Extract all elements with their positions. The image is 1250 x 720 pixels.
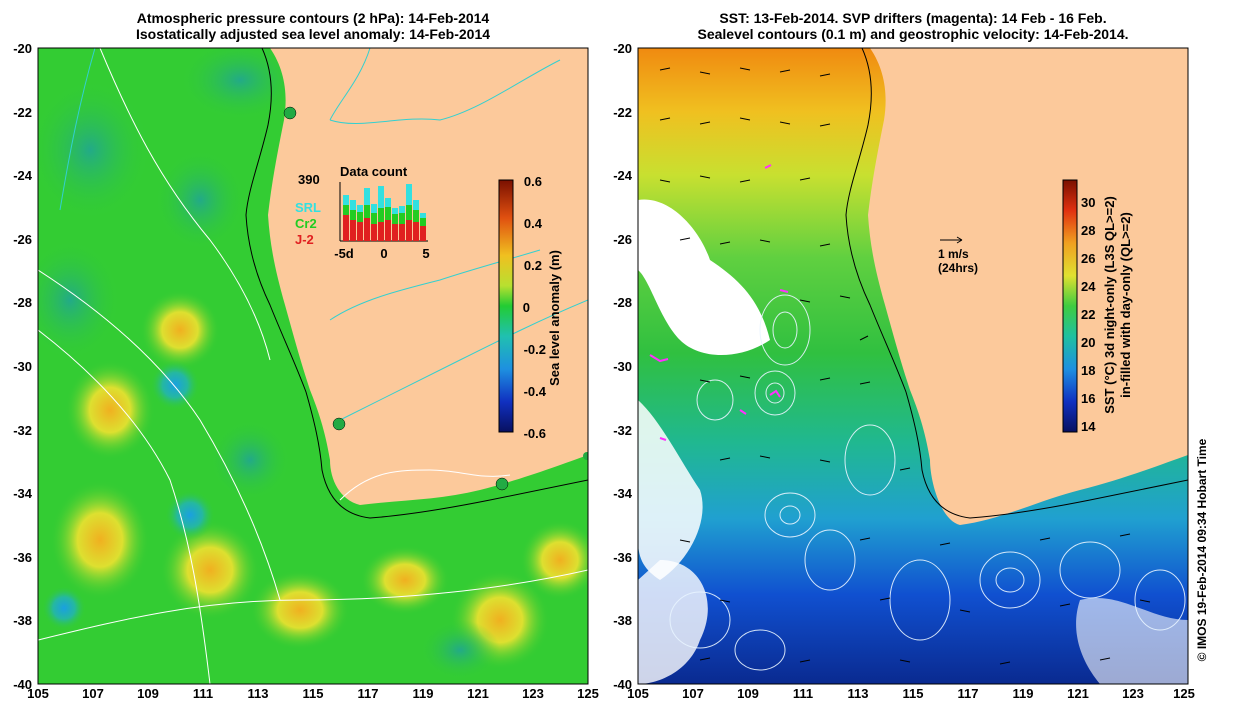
colorbar-tick: -0.2 — [524, 342, 546, 357]
x-tick-label: 115 — [303, 686, 324, 701]
x-tick-label: 113 — [848, 686, 869, 701]
right-x-axis: 105 107 109 111 113 115 117 119 121 123 … — [627, 686, 1195, 701]
x-tick-label: 111 — [793, 686, 813, 701]
y-tick-label: -34 — [13, 486, 33, 501]
y-tick-label: -38 — [13, 613, 32, 628]
colorbar-tick: 28 — [1081, 223, 1095, 238]
x-tick-label: 109 — [737, 686, 759, 701]
right-title-line1: SST: 13-Feb-2014. SVP drifters (magenta)… — [719, 10, 1107, 26]
colorbar-tick: 0 — [523, 300, 530, 315]
y-tick-label: -20 — [13, 41, 32, 56]
y-tick-label: -24 — [13, 168, 33, 183]
legend-cr2: Cr2 — [295, 216, 317, 231]
y-tick-label: -24 — [613, 168, 633, 183]
x-tick-label: 105 — [27, 686, 49, 701]
x-tick-label: 113 — [248, 686, 269, 701]
x-tick-label: 117 — [958, 686, 979, 701]
inset-x-tick: 0 — [380, 246, 387, 261]
left-x-axis: 105 107 109 111 113 115 117 119 121 123 … — [27, 686, 599, 701]
y-tick-label: -40 — [613, 677, 632, 692]
x-tick-label: 123 — [522, 686, 544, 701]
y-tick-label: -34 — [613, 486, 633, 501]
y-tick-label: -36 — [13, 550, 32, 565]
left-title-line2: Isostatically adjusted sea level anomaly… — [135, 26, 491, 42]
data-count-inset: 390 Data count SRL Cr2 J-2 -5d 0 5 — [295, 164, 430, 261]
x-tick-label: 125 — [577, 686, 599, 701]
max-count-label: 390 — [298, 172, 320, 187]
x-tick-label: 119 — [1013, 686, 1034, 701]
x-tick-label: 117 — [358, 686, 379, 701]
y-tick-label: -36 — [613, 550, 632, 565]
left-title-line1: Atmospheric pressure contours (2 hPa): 1… — [136, 10, 490, 26]
credit-text: © IMOS 19-Feb-2014 09:34 Hobart Time — [1195, 438, 1209, 661]
sst-colorbar-label-line2: in-filled with day-only (QL>=2) — [1118, 212, 1133, 398]
colorbar-tick: 14 — [1081, 419, 1096, 434]
right-title-line2: Sealevel contours (0.1 m) and geostrophi… — [697, 26, 1129, 42]
y-tick-label: -20 — [613, 41, 632, 56]
colorbar-tick: -0.6 — [524, 426, 546, 441]
velocity-scale-sub: (24hrs) — [938, 261, 978, 275]
x-tick-label: 107 — [82, 686, 104, 701]
colorbar-tick: 20 — [1081, 335, 1095, 350]
colorbar-tick: 18 — [1081, 363, 1095, 378]
left-title: Atmospheric pressure contours (2 hPa): 1… — [38, 10, 588, 42]
colorbar-tick: 0.2 — [524, 258, 542, 273]
colorbar-label: Sea level anomaly (m) — [547, 250, 562, 386]
x-tick-label: 105 — [627, 686, 649, 701]
x-tick-label: 107 — [682, 686, 704, 701]
colorbar-tick: 26 — [1081, 251, 1095, 266]
y-tick-label: -30 — [13, 359, 32, 374]
legend-srl: SRL — [295, 200, 321, 215]
colorbar-tick: 24 — [1081, 279, 1096, 294]
x-tick-label: 111 — [193, 686, 213, 701]
x-tick-label: 123 — [1122, 686, 1144, 701]
y-tick-label: -26 — [13, 232, 32, 247]
y-tick-label: -26 — [613, 232, 632, 247]
y-tick-label: -32 — [13, 423, 32, 438]
colorbar-tick: 30 — [1081, 195, 1095, 210]
colorbar-tick: -0.4 — [524, 384, 547, 399]
x-tick-label: 115 — [903, 686, 924, 701]
x-tick-label: 119 — [413, 686, 434, 701]
velocity-scale: 1 m/s (24hrs) — [938, 236, 978, 275]
velocity-scale-label: 1 m/s — [938, 247, 969, 261]
inset-x-tick: 5 — [422, 246, 429, 261]
right-title: SST: 13-Feb-2014. SVP drifters (magenta)… — [638, 10, 1188, 42]
count-bars — [343, 184, 426, 241]
y-tick-label: -22 — [613, 105, 632, 120]
colorbar-tick: 0.4 — [524, 216, 543, 231]
sea-level-anomaly-map: 105 107 109 111 113 115 117 119 121 123 … — [13, 41, 599, 701]
y-tick-label: -28 — [613, 295, 632, 310]
inset-title: Data count — [340, 164, 408, 179]
y-tick-label: -40 — [13, 677, 32, 692]
right-y-axis: -20 -22 -24 -26 -28 -30 -32 -34 -36 -38 … — [613, 41, 633, 692]
x-tick-label: 121 — [467, 686, 489, 701]
y-tick-label: -22 — [13, 105, 32, 120]
x-tick-label: 125 — [1173, 686, 1195, 701]
colorbar-tick: 0.6 — [524, 174, 542, 189]
legend-j2: J-2 — [295, 232, 314, 247]
y-tick-label: -30 — [613, 359, 632, 374]
sst-colorbar: 30 28 26 24 22 20 18 16 14 SST (°C) 3d n… — [1062, 179, 1133, 434]
sst-colorbar-label-line1: SST (°C) 3d night-only (L3S QL>=2) — [1102, 196, 1117, 414]
x-tick-label: 121 — [1067, 686, 1089, 701]
colorbar-tick: 22 — [1081, 307, 1095, 322]
left-y-axis: -20 -22 -24 -26 -28 -30 -32 -34 -36 -38 … — [13, 41, 33, 692]
x-tick-label: 109 — [137, 686, 159, 701]
sea-level-colorbar: 0.6 0.4 0.2 0 -0.2 -0.4 -0.6 Sea level a… — [498, 174, 562, 441]
inset-x-tick: -5d — [334, 246, 354, 261]
y-tick-label: -32 — [613, 423, 632, 438]
y-tick-label: -28 — [13, 295, 32, 310]
y-tick-label: -38 — [613, 613, 632, 628]
colorbar-tick: 16 — [1081, 391, 1095, 406]
